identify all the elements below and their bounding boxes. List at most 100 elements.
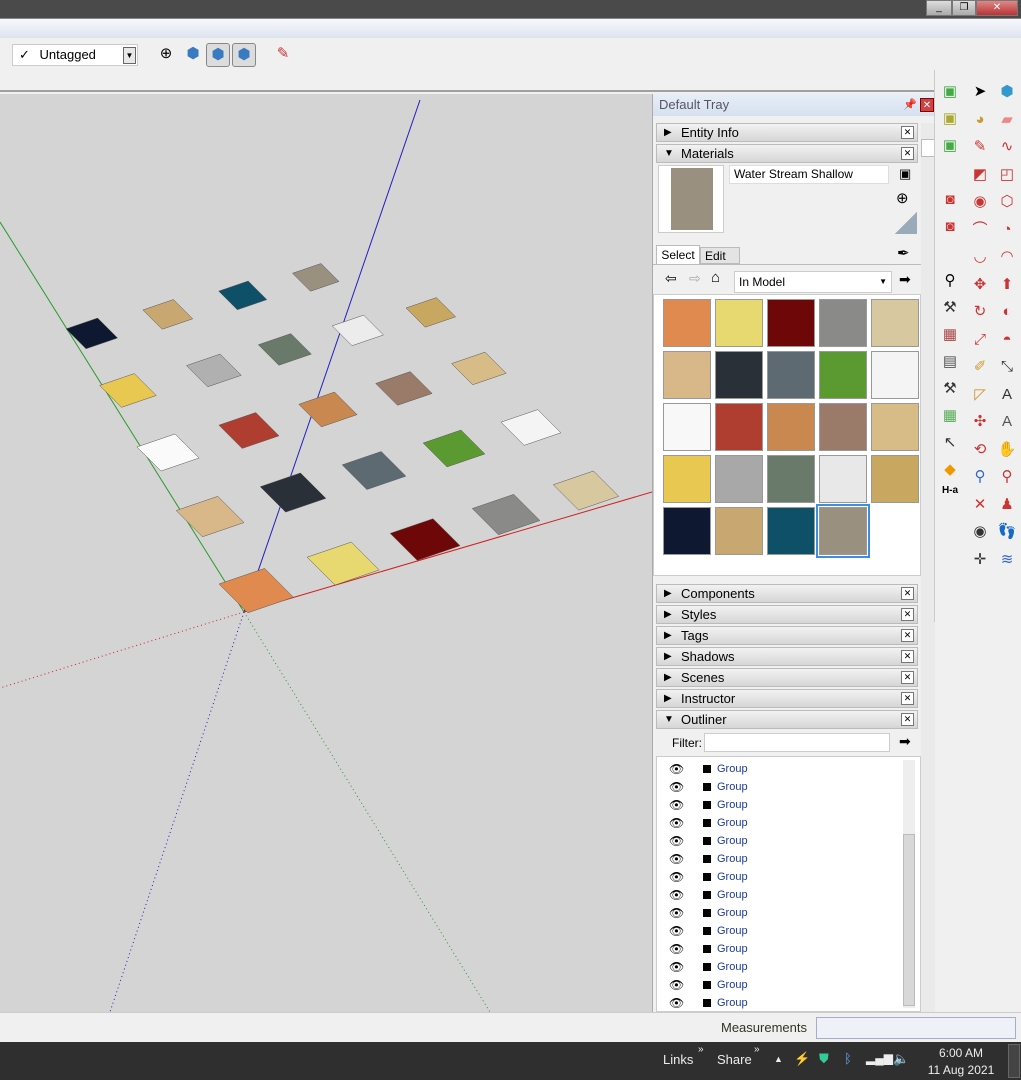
look-around-icon[interactable]: ◉: [973, 523, 987, 540]
material-swatch-tan[interactable]: [663, 351, 711, 399]
default-material-icon[interactable]: [895, 212, 917, 234]
material-tile-wood-grain[interactable]: [142, 299, 194, 330]
arc-icon[interactable]: ⌒: [972, 220, 988, 238]
push-pull-icon[interactable]: ⬆: [1000, 275, 1014, 293]
close-icon[interactable]: ✕: [901, 650, 914, 663]
maximize-button[interactable]: ❐: [952, 0, 976, 16]
material-swatch-water-stream-shallow[interactable]: [816, 504, 870, 558]
material-tile-grey-marble[interactable]: [186, 353, 242, 388]
follow-me-icon[interactable]: ◐: [1002, 303, 1012, 320]
close-icon[interactable]: ✕: [901, 629, 914, 642]
eye-icon[interactable]: 👁: [669, 942, 685, 956]
material-swatch-grey-blue[interactable]: [767, 351, 815, 399]
circle-icon[interactable]: ◉: [973, 193, 987, 210]
outliner-row[interactable]: 👁 Group: [667, 778, 907, 796]
section-fill-icon[interactable]: ⬢: [232, 43, 256, 67]
search-warehouse-icon[interactable]: ⚲: [944, 272, 956, 289]
tag-select[interactable]: ✓ Untagged ▼: [12, 44, 138, 66]
zoom-window-icon[interactable]: ⚲: [1001, 468, 1013, 485]
outliner-row[interactable]: 👁 Group: [667, 976, 907, 994]
eye-icon[interactable]: 👁: [669, 906, 685, 920]
material-swatch-yellow-brick[interactable]: [663, 455, 711, 503]
material-swatch-orange-wood[interactable]: [663, 299, 711, 347]
material-swatch-yellow-tile[interactable]: [715, 299, 763, 347]
clock[interactable]: 6:00 AM 11 Aug 2021: [925, 1046, 997, 1077]
walk-icon[interactable]: 👣: [997, 523, 1017, 540]
close-icon[interactable]: ✕: [901, 147, 914, 160]
material-tile-roof-tile[interactable]: [257, 333, 312, 366]
zoom-extents-icon[interactable]: ✕: [973, 495, 987, 513]
eye-icon[interactable]: 👁: [669, 978, 685, 992]
offset-icon[interactable]: ◓: [1002, 330, 1012, 348]
material-swatch-blue-grid[interactable]: [663, 507, 711, 555]
zoom-icon[interactable]: ⚲: [974, 468, 986, 485]
material-tile-hex-tile[interactable]: [331, 314, 384, 346]
links-toolbar[interactable]: Links: [663, 1052, 694, 1067]
axes-tool-icon[interactable]: ✣: [973, 413, 987, 430]
material-tile-water-stream-shallow[interactable]: [292, 263, 340, 292]
panel-outliner[interactable]: ▼ Outliner ✕: [656, 710, 918, 729]
tag-layers-icon[interactable]: ≋: [1000, 550, 1014, 568]
close-icon[interactable]: ✕: [901, 126, 914, 139]
back-icon[interactable]: ⇦: [665, 270, 677, 286]
panel-shadows[interactable]: ▶ Shadows ✕: [656, 647, 918, 666]
outliner-row[interactable]: 👁 Group: [667, 994, 907, 1012]
eye-icon[interactable]: 👁: [669, 762, 685, 776]
home-icon[interactable]: ⌂: [711, 269, 721, 286]
position-camera-icon[interactable]: ♟: [1000, 495, 1014, 513]
outliner-row[interactable]: 👁 Group: [667, 814, 907, 832]
pan-icon[interactable]: ✋: [997, 440, 1017, 458]
section-fill-icon[interactable]: ◙: [945, 218, 955, 235]
eye-icon[interactable]: 👁: [669, 888, 685, 902]
paint-bucket-icon[interactable]: ◕: [975, 110, 985, 128]
tab-select[interactable]: Select: [656, 245, 700, 264]
polygon-icon[interactable]: ⬡: [1000, 193, 1014, 210]
move-icon[interactable]: ✥: [973, 275, 987, 293]
material-swatch-hex-tile[interactable]: [819, 455, 867, 503]
close-button[interactable]: ✕: [976, 0, 1018, 16]
cube-yellow-icon[interactable]: ▣: [942, 110, 958, 127]
section-plane-tool-icon[interactable]: ✛: [973, 550, 987, 568]
close-icon[interactable]: ✕: [901, 713, 914, 726]
tab-edit[interactable]: Edit: [700, 247, 740, 264]
pie-icon[interactable]: ◔: [1002, 220, 1012, 238]
library-select[interactable]: In Model ▼: [734, 271, 892, 293]
material-swatch-grass[interactable]: [819, 351, 867, 399]
tray-close-button[interactable]: ✕: [920, 98, 934, 112]
material-tile-grey-blue[interactable]: [341, 451, 407, 490]
section-cuts-icon[interactable]: ⬢: [206, 43, 230, 67]
box-icon[interactable]: ◆: [944, 461, 956, 478]
close-icon[interactable]: ✕: [901, 671, 914, 684]
outliner-row[interactable]: 👁 Group: [667, 760, 907, 778]
security-shield-icon[interactable]: ⛊: [819, 1051, 829, 1066]
material-swatch-yellow-stone[interactable]: [871, 455, 919, 503]
section-plane-icon[interactable]: ⬢: [186, 45, 200, 62]
sandbox-icon[interactable]: ▤: [942, 353, 958, 370]
material-swatch-dark-navy[interactable]: [715, 351, 763, 399]
chevron-down-icon[interactable]: ▼: [123, 47, 136, 64]
measurements-input[interactable]: [816, 1017, 1016, 1039]
outliner-row[interactable]: 👁 Group: [667, 940, 907, 958]
orbit-icon[interactable]: ⟲: [973, 440, 987, 458]
arc-3pt-icon[interactable]: ◠: [1000, 248, 1014, 265]
material-swatch-roof-tile[interactable]: [767, 455, 815, 503]
material-tile-brown-stone[interactable]: [375, 371, 433, 406]
eye-icon[interactable]: 👁: [669, 870, 685, 884]
eye-icon[interactable]: 👁: [669, 924, 685, 938]
outliner-row[interactable]: 👁 Group: [667, 868, 907, 886]
scale-icon[interactable]: ⤢: [973, 330, 986, 348]
freehand-icon[interactable]: ∿: [1000, 138, 1014, 155]
close-icon[interactable]: ✕: [901, 608, 914, 621]
section-box-icon[interactable]: ◙: [945, 191, 955, 208]
share-toolbar[interactable]: Share: [717, 1052, 752, 1067]
material-tile-yellow-stone[interactable]: [405, 297, 457, 328]
material-tile-beige-stone[interactable]: [552, 470, 620, 511]
select-icon[interactable]: ➤: [973, 83, 987, 100]
material-tile-shingles[interactable]: [298, 391, 358, 428]
network-icon[interactable]: ▂▄▆: [866, 1051, 893, 1065]
panel-tags[interactable]: ▶ Tags ✕: [656, 626, 918, 645]
eye-icon[interactable]: 👁: [669, 996, 685, 1010]
material-swatch-red[interactable]: [715, 403, 763, 451]
close-icon[interactable]: ✕: [901, 692, 914, 705]
material-tile-yellow-brick[interactable]: [99, 373, 157, 408]
